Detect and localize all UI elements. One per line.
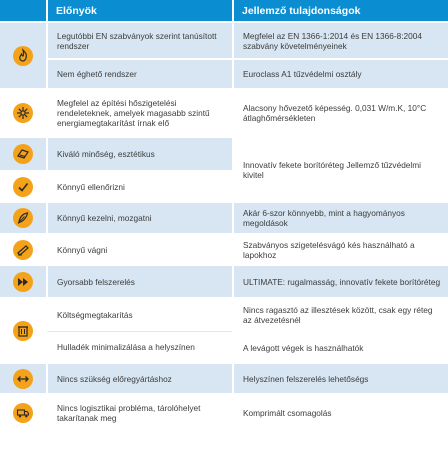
table-row: Megfelel az építési hőszigetelési rendel… bbox=[0, 88, 448, 136]
table-row: Hulladék minimalizálása a helyszínen A l… bbox=[0, 331, 448, 362]
snowflake-sun-icon bbox=[13, 103, 33, 123]
icon-cell bbox=[0, 136, 46, 170]
table-row: Kiváló minőség, esztétikus Innovatív fek… bbox=[0, 136, 448, 201]
feather-icon bbox=[13, 208, 33, 228]
table-row: Könnyű vágni Szabványos szigetelésvágó k… bbox=[0, 233, 448, 264]
feature-cell: Akár 6-szor könnyebb, mint a hagyományos… bbox=[232, 201, 448, 233]
feature-cell: Helyszínen felszerelés lehetőségs bbox=[232, 362, 448, 393]
table-row: Könnyű ellenőrizni bbox=[0, 170, 448, 201]
icon-cell bbox=[0, 201, 46, 233]
table-row: Legutóbbi EN szabványok szerint tanúsíto… bbox=[0, 21, 448, 88]
icon-cell bbox=[0, 21, 46, 88]
icon-cell bbox=[0, 393, 46, 431]
feature-cell: Nincs ragasztó az illesztések között, cs… bbox=[232, 297, 448, 331]
advantage-cell: Kiváló minőség, esztétikus bbox=[46, 136, 232, 170]
cutter-icon bbox=[13, 239, 33, 260]
table-row: Nincs logisztikai probléma, tárolóhelyet… bbox=[0, 393, 448, 431]
fire-icon bbox=[13, 45, 33, 66]
feature-cell: Alacsony hővezető képesség. 0,031 W/m.K,… bbox=[232, 88, 448, 136]
icon-cell bbox=[0, 88, 46, 136]
advantage-cell: Könnyű kezelni, mozgatni bbox=[46, 201, 232, 233]
advantage-cell: Nincs logisztikai probléma, tárolóhelyet… bbox=[46, 393, 232, 431]
header-icon-cell bbox=[0, 0, 46, 21]
quality-panel-icon bbox=[13, 144, 33, 164]
double-arrow-icon bbox=[13, 368, 33, 389]
feature-cell: Szabványos szigetelésvágó kés használhat… bbox=[232, 233, 448, 264]
table-header-row: Előnyök Jellemző tulajdonságok bbox=[0, 0, 448, 21]
table-row: Költségmegtakarítás Nincs ragasztó az il… bbox=[0, 297, 448, 362]
feature-cell: ULTIMATE: rugalmasság, innovatív fekete … bbox=[232, 264, 448, 297]
fast-forward-icon bbox=[13, 271, 33, 292]
advantage-cell: Hulladék minimalizálása a helyszínen bbox=[46, 331, 232, 362]
advantage-cell: Nem éghető rendszer bbox=[46, 58, 232, 88]
advantage-cell: Könnyű vágni bbox=[46, 233, 232, 264]
advantage-cell: Legutóbbi EN szabványok szerint tanúsíto… bbox=[46, 21, 232, 58]
feature-cell: Euroclass A1 tűzvédelmi osztály bbox=[232, 58, 448, 88]
icon-cell bbox=[0, 297, 46, 362]
icon-cell bbox=[0, 233, 46, 264]
header-features: Jellemző tulajdonságok bbox=[232, 0, 448, 21]
icon-cell bbox=[0, 170, 46, 201]
table-row: Könnyű kezelni, mozgatni Akár 6-szor kön… bbox=[0, 201, 448, 233]
feature-cell: Innovatív fekete borítóréteg Jellemző tű… bbox=[232, 136, 448, 201]
feature-cell: A levágott végek is használhatók bbox=[232, 331, 448, 362]
feature-cell: Komprimált csomagolás bbox=[232, 393, 448, 431]
icon-cell bbox=[0, 362, 46, 393]
table-row: Gyorsabb felszerelés ULTIMATE: rugalmass… bbox=[0, 264, 448, 297]
advantages-table: Előnyök Jellemző tulajdonságok Legutóbbi… bbox=[0, 0, 448, 431]
checkmark-icon bbox=[13, 176, 33, 197]
truck-icon bbox=[13, 403, 33, 423]
feature-cell: Megfelel az EN 1366-1:2014 és EN 1366-8:… bbox=[232, 21, 448, 58]
icon-cell bbox=[0, 264, 46, 297]
table-row: Nincs szükség előregyártáshoz Helyszínen… bbox=[0, 362, 448, 393]
advantage-cell: Könnyű ellenőrizni bbox=[46, 170, 232, 201]
table-row: Nem éghető rendszer Euroclass A1 tűzvéde… bbox=[0, 58, 448, 88]
advantage-cell: Költségmegtakarítás bbox=[46, 297, 232, 331]
waste-bin-icon bbox=[13, 320, 33, 341]
advantage-cell: Gyorsabb felszerelés bbox=[46, 264, 232, 297]
advantage-cell: Nincs szükség előregyártáshoz bbox=[46, 362, 232, 393]
header-advantages: Előnyök bbox=[46, 0, 232, 21]
advantage-cell: Megfelel az építési hőszigetelési rendel… bbox=[46, 88, 232, 136]
